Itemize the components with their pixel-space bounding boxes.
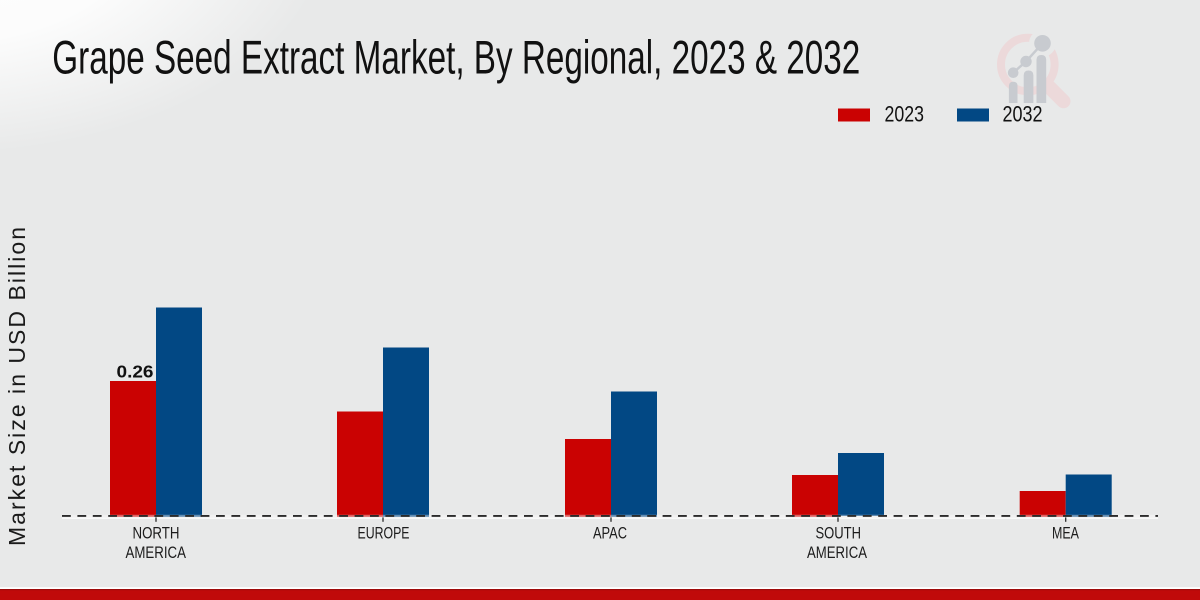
svg-text:Market Size in USD Billion: Market Size in USD Billion [4, 227, 30, 546]
svg-text:MEA: MEA [1052, 523, 1079, 542]
svg-text:0.26: 0.26 [117, 362, 154, 382]
svg-text:Grape Seed Extract Market, By: Grape Seed Extract Market, By Regional, … [52, 31, 860, 84]
svg-text:2032: 2032 [1003, 102, 1043, 127]
svg-text:APAC: APAC [593, 523, 627, 542]
svg-text:AMERICA: AMERICA [126, 543, 187, 562]
svg-text:NORTH: NORTH [133, 523, 180, 542]
svg-text:EUROPE: EUROPE [358, 523, 410, 542]
svg-text:AMERICA: AMERICA [807, 543, 868, 562]
svg-text:SOUTH: SOUTH [816, 523, 862, 542]
svg-text:2023: 2023 [885, 102, 925, 127]
